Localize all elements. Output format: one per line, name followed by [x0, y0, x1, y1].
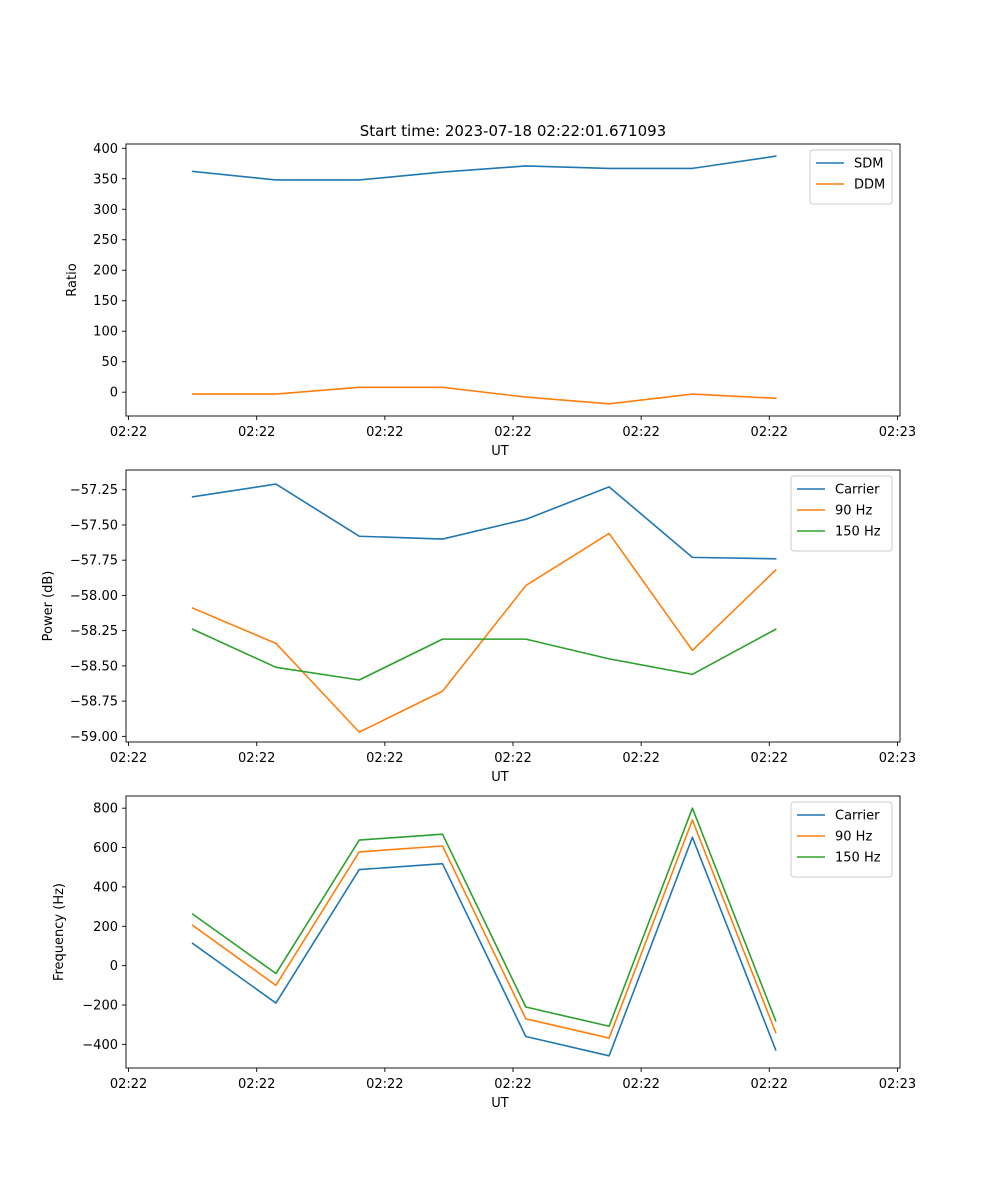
- y-tick-label: 600: [93, 841, 118, 856]
- y-tick-label: −200: [82, 999, 118, 1014]
- x-tick-label: 02:22: [238, 425, 275, 440]
- plots-container: 02:22 02:22 02:22 02:22 02:22 02:22 02:23 0 50 10…: [41, 142, 916, 1111]
- x-tick-label: 02:22: [238, 751, 275, 766]
- y-tick-label: −57.75: [70, 554, 118, 569]
- legend-box: [790, 475, 893, 552]
- legend-label: 150 Hz: [835, 851, 881, 866]
- x-tick-label: 02:23: [879, 1077, 916, 1092]
- series-line-ddm: [191, 386, 777, 405]
- x-tick-label: 02:22: [110, 1077, 147, 1092]
- y-tick-label: 250: [93, 233, 118, 248]
- chart-3: 02:22 02:22 02:22 02:22 02:22 02:22 02:23 −400 −…: [52, 795, 916, 1111]
- y-axis-label: Power (dB): [41, 571, 56, 642]
- y-axis-label: Ratio: [65, 263, 80, 296]
- y-tick-label: −58.75: [70, 695, 118, 710]
- series-line-sdm: [191, 155, 777, 181]
- x-tick-label: 02:23: [879, 425, 916, 440]
- y-tick-label: −57.25: [70, 483, 118, 498]
- y-tick-label: 400: [93, 880, 118, 895]
- y-tick-label: 50: [101, 355, 118, 370]
- x-tick-label: 02:22: [366, 1077, 403, 1092]
- y-tick-label: −58.25: [70, 624, 118, 639]
- legend-label: Carrier: [835, 483, 880, 498]
- y-tick-label: 400: [93, 142, 118, 157]
- x-axis-label: UT: [491, 1096, 509, 1111]
- x-axis-label: UT: [491, 444, 509, 459]
- y-tick-label: 300: [93, 203, 118, 218]
- y-tick-label: −58.00: [70, 589, 118, 604]
- series-line-150-hz: [191, 628, 777, 681]
- x-tick-label: 02:22: [751, 751, 788, 766]
- legend-label: 90 Hz: [835, 504, 872, 519]
- y-tick-label: −58.50: [70, 659, 118, 674]
- y-tick-label: 800: [93, 802, 118, 817]
- legend-label: SDM: [854, 157, 883, 172]
- x-tick-label: 02:22: [751, 425, 788, 440]
- x-tick-label: 02:22: [238, 1077, 275, 1092]
- chart-1: 02:22 02:22 02:22 02:22 02:22 02:22 02:23 0 50 10…: [65, 142, 916, 459]
- y-axis-label: Frequency (Hz): [52, 883, 67, 981]
- x-tick-label: 02:22: [622, 425, 659, 440]
- legend: Carrier 90 Hz 150 Hz: [790, 475, 893, 552]
- x-tick-label: 02:22: [110, 425, 147, 440]
- chart-2: 02:22 02:22 02:22 02:22 02:22 02:22 02:23 −59.0…: [41, 469, 916, 785]
- legend: Carrier 90 Hz 150 Hz: [790, 801, 893, 878]
- x-tick-label: 02:22: [494, 425, 531, 440]
- series-line-carrier: [191, 483, 777, 560]
- legend-box: [790, 801, 893, 878]
- series-line-90-hz: [191, 819, 777, 1039]
- y-tick-label: −59.00: [70, 730, 118, 745]
- series-line-150-hz: [191, 807, 777, 1028]
- x-tick-label: 02:22: [494, 1077, 531, 1092]
- y-tick-label: 350: [93, 172, 118, 187]
- legend: SDM DDM: [809, 149, 893, 205]
- x-tick-label: 02:22: [622, 751, 659, 766]
- legend-label: 90 Hz: [835, 830, 872, 845]
- y-tick-label: −57.50: [70, 518, 118, 533]
- x-tick-label: 02:22: [110, 751, 147, 766]
- x-tick-label: 02:22: [622, 1077, 659, 1092]
- x-tick-label: 02:22: [494, 751, 531, 766]
- x-tick-label: 02:22: [751, 1077, 788, 1092]
- x-tick-label: 02:23: [879, 751, 916, 766]
- x-axis-label: UT: [491, 770, 509, 785]
- legend-label: DDM: [854, 178, 885, 193]
- y-tick-label: 0: [110, 959, 118, 974]
- y-tick-label: 200: [93, 920, 118, 935]
- legend-label: Carrier: [835, 809, 880, 824]
- y-tick-label: 150: [93, 294, 118, 309]
- legend-label: 150 Hz: [835, 525, 881, 540]
- x-tick-label: 02:22: [366, 751, 403, 766]
- series-line-carrier: [191, 836, 777, 1057]
- x-tick-label: 02:22: [366, 425, 403, 440]
- y-tick-label: −400: [82, 1038, 118, 1053]
- figure-title: Start time: 2023-07-18 02:22:01.671093: [360, 122, 666, 140]
- y-tick-label: 0: [110, 386, 118, 401]
- y-tick-label: 200: [93, 264, 118, 279]
- y-tick-label: 100: [93, 325, 118, 340]
